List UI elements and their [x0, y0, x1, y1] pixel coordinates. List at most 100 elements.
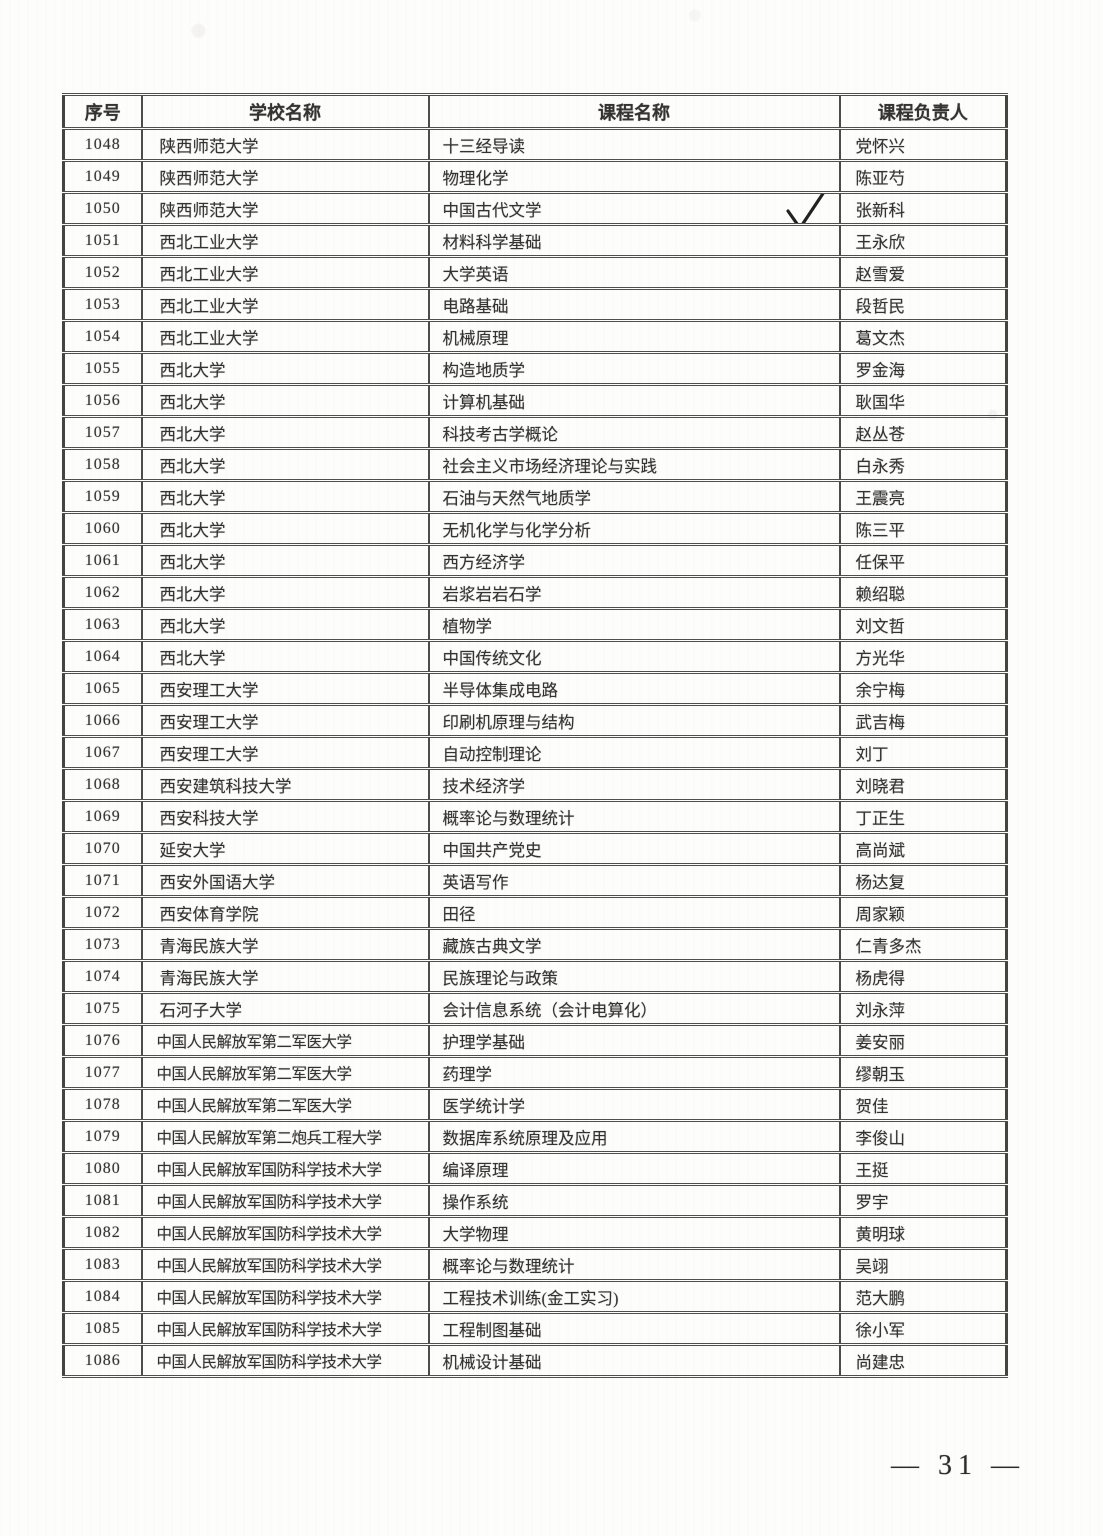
- cell-course-leader: 罗金海: [838, 351, 1008, 386]
- cell-school-name: 西北大学: [140, 575, 430, 610]
- cell-serial-number: 1078: [62, 1087, 143, 1122]
- cell-course-name: 工程技术训练(金工实习): [427, 1279, 841, 1314]
- table-row: 1065 西安理工大学 半导体集成电路 余宁梅: [62, 671, 1008, 706]
- cell-school-name: 西北大学: [140, 511, 430, 546]
- cell-school-name: 西北大学: [140, 607, 430, 642]
- cell-course-leader: 段哲民: [838, 287, 1008, 322]
- cell-serial-number: 1074: [62, 959, 143, 994]
- cell-serial-number: 1064: [62, 639, 143, 674]
- table-row: 1059 西北大学 石油与天然气地质学 王震亮: [62, 479, 1008, 514]
- cell-course-name: 英语写作: [427, 863, 841, 898]
- course-name-text: 社会主义市场经济理论与实践: [442, 456, 658, 476]
- cell-serial-number: 1075: [62, 991, 143, 1026]
- cell-course-name: 工程制图基础: [427, 1311, 841, 1346]
- cell-course-leader: 方光华: [838, 639, 1008, 674]
- cell-course-name: 医学统计学: [427, 1087, 841, 1122]
- cell-course-name: 编译原理: [427, 1151, 841, 1186]
- cell-serial-number: 1068: [62, 767, 143, 802]
- cell-course-leader: 王挺: [838, 1151, 1008, 1186]
- table-row: 1081 中国人民解放军国防科学技术大学 操作系统 罗宇: [62, 1183, 1008, 1218]
- table-row: 1084 中国人民解放军国防科学技术大学 工程技术训练(金工实习) 范大鹏: [62, 1279, 1008, 1314]
- cell-course-leader: 姜安丽: [838, 1023, 1008, 1058]
- table-row: 1055 西北大学 构造地质学 罗金海: [62, 351, 1008, 386]
- cell-course-leader: 王永欣: [838, 223, 1008, 258]
- cell-course-leader: 周家颖: [838, 895, 1008, 930]
- cell-school-name: 中国人民解放军第二军医大学: [140, 1087, 430, 1122]
- table-row: 1048 陕西师范大学 十三经导读 党怀兴: [62, 127, 1008, 162]
- cell-serial-number: 1067: [62, 735, 143, 770]
- cell-school-name: 西北工业大学: [140, 287, 430, 322]
- cell-school-name: 西安理工大学: [140, 735, 430, 770]
- table-row: 1058 西北大学 社会主义市场经济理论与实践 白永秀: [62, 447, 1008, 482]
- cell-course-leader: 赖绍聪: [838, 575, 1008, 610]
- table-body: 1048 陕西师范大学 十三经导读 党怀兴 1049 陕西师范大学 物理化学 陈亚芍 1050 陕…: [62, 127, 1008, 1378]
- course-name-text: 电路基础: [442, 296, 509, 316]
- table-row: 1057 西北大学 科技考古学概论 赵丛苍: [62, 415, 1008, 450]
- cell-course-name: 民族理论与政策: [427, 959, 841, 994]
- table-row: 1083 中国人民解放军国防科学技术大学 概率论与数理统计 吴翊: [62, 1247, 1008, 1282]
- cell-serial-number: 1057: [62, 415, 143, 450]
- cell-course-leader: 缪朝玉: [838, 1055, 1008, 1090]
- table-row: 1051 西北工业大学 材料科学基础 王永欣: [62, 223, 1008, 258]
- course-name-text: 英语写作: [442, 872, 509, 892]
- cell-serial-number: 1080: [62, 1151, 143, 1186]
- cell-school-name: 中国人民解放军国防科学技术大学: [140, 1247, 430, 1282]
- cell-serial-number: 1053: [62, 287, 143, 322]
- course-name-text: 工程制图基础: [442, 1320, 542, 1340]
- cell-course-name: 社会主义市场经济理论与实践: [427, 447, 841, 482]
- page-number: — 31 —: [891, 1450, 1025, 1481]
- table-header-row: 序号 学校名称 课程名称 课程负责人: [62, 93, 1008, 130]
- cell-school-name: 中国人民解放军第二军医大学: [140, 1055, 430, 1090]
- cell-course-leader: 葛文杰: [838, 319, 1008, 354]
- table-row: 1062 西北大学 岩浆岩岩石学 赖绍聪: [62, 575, 1008, 610]
- cell-serial-number: 1072: [62, 895, 143, 930]
- course-name-text: 藏族古典文学: [442, 936, 542, 956]
- cell-serial-number: 1051: [62, 223, 143, 258]
- cell-course-name: 操作系统: [427, 1183, 841, 1218]
- table-row: 1072 西安体育学院 田径 周家颖: [62, 895, 1008, 930]
- cell-course-leader: 武吉梅: [838, 703, 1008, 738]
- cell-course-name: 西方经济学: [427, 543, 841, 578]
- cell-school-name: 西北大学: [140, 543, 430, 578]
- cell-school-name: 西安科技大学: [140, 799, 430, 834]
- cell-school-name: 西北大学: [140, 415, 430, 450]
- course-name-text: 概率论与数理统计: [442, 1256, 575, 1276]
- cell-course-leader: 徐小军: [838, 1311, 1008, 1346]
- cell-course-name: 中国共产党史: [427, 831, 841, 866]
- cell-serial-number: 1059: [62, 479, 143, 514]
- course-name-text: 中国共产党史: [442, 840, 542, 860]
- header-cell-course: 课程名称: [427, 93, 841, 130]
- cell-serial-number: 1058: [62, 447, 143, 482]
- course-name-text: 工程技术训练(金工实习): [442, 1288, 619, 1308]
- course-name-text: 概率论与数理统计: [442, 808, 575, 828]
- course-name-text: 物理化学: [442, 168, 509, 188]
- table-row: 1070 延安大学 中国共产党史 高尚斌: [62, 831, 1008, 866]
- cell-course-leader: 刘文哲: [838, 607, 1008, 642]
- cell-course-name: 自动控制理论: [427, 735, 841, 770]
- cell-course-name: 概率论与数理统计: [427, 1247, 841, 1282]
- cell-serial-number: 1052: [62, 255, 143, 290]
- cell-school-name: 陕西师范大学: [140, 191, 430, 226]
- course-name-text: 植物学: [442, 616, 493, 636]
- table-row: 1054 西北工业大学 机械原理 葛文杰: [62, 319, 1008, 354]
- cell-serial-number: 1077: [62, 1055, 143, 1090]
- cell-course-name: 材料科学基础: [427, 223, 841, 258]
- course-name-text: 编译原理: [442, 1160, 509, 1180]
- cell-course-name: 物理化学: [427, 159, 841, 194]
- cell-school-name: 陕西师范大学: [140, 127, 430, 162]
- table-row: 1077 中国人民解放军第二军医大学 药理学 缪朝玉: [62, 1055, 1008, 1090]
- cell-course-leader: 刘丁: [838, 735, 1008, 770]
- table-row: 1071 西安外国语大学 英语写作 杨达复: [62, 863, 1008, 898]
- cell-school-name: 西安外国语大学: [140, 863, 430, 898]
- cell-course-leader: 刘永萍: [838, 991, 1008, 1026]
- course-name-text: 科技考古学概论: [442, 424, 559, 444]
- table-row: 1079 中国人民解放军第二炮兵工程大学 数据库系统原理及应用 李俊山: [62, 1119, 1008, 1154]
- table-row: 1082 中国人民解放军国防科学技术大学 大学物理 黄明球: [62, 1215, 1008, 1250]
- cell-serial-number: 1050: [62, 191, 143, 226]
- cell-school-name: 西安建筑科技大学: [140, 767, 430, 802]
- table-row: 1050 陕西师范大学 中国古代文学 张新科: [62, 191, 1008, 226]
- table-row: 1085 中国人民解放军国防科学技术大学 工程制图基础 徐小军: [62, 1311, 1008, 1346]
- cell-course-name: 中国传统文化: [427, 639, 841, 674]
- cell-course-leader: 黄明球: [838, 1215, 1008, 1250]
- cell-school-name: 青海民族大学: [140, 959, 430, 994]
